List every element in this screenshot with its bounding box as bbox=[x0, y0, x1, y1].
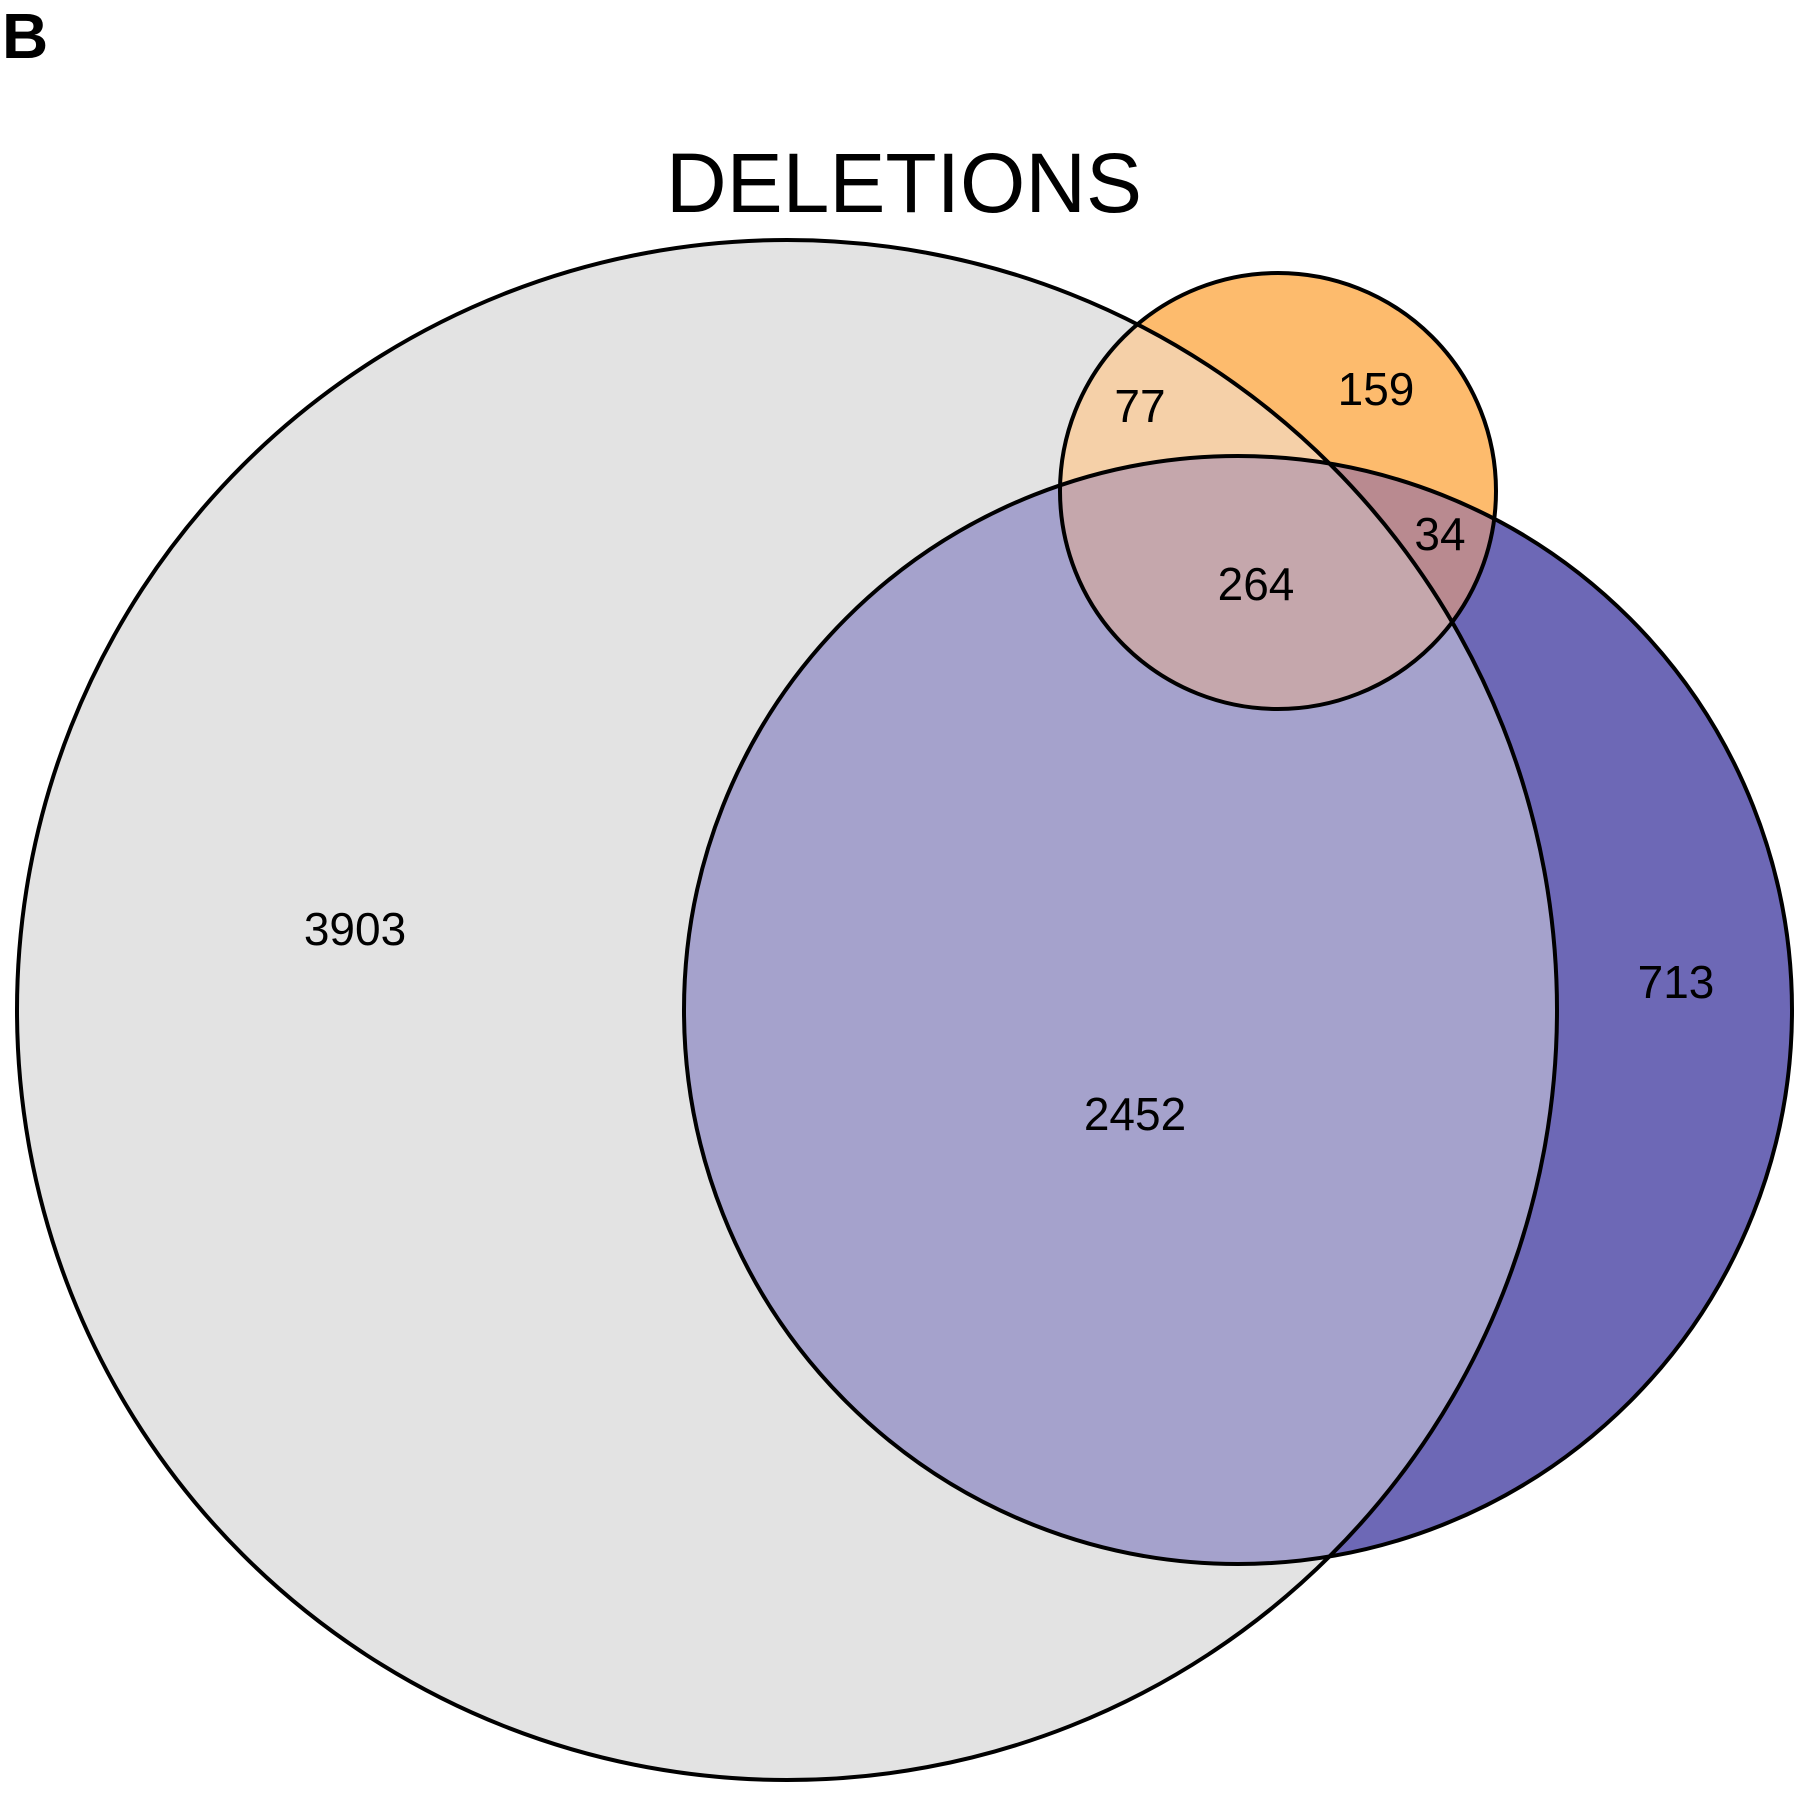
set-a-outline bbox=[15, 238, 1559, 1782]
panel-label: B bbox=[2, 0, 48, 72]
diagram-title: DELETIONS bbox=[666, 136, 1142, 230]
label-b-only: 159 bbox=[1338, 363, 1415, 415]
region-labels: 3903 159 713 77 2452 34 264 bbox=[304, 363, 1715, 1140]
label-a-c: 2452 bbox=[1084, 1088, 1186, 1140]
label-b-c: 34 bbox=[1414, 508, 1465, 560]
set-b-outline bbox=[1058, 271, 1498, 711]
region-a-b-c bbox=[1060, 456, 1496, 709]
set-c-outline bbox=[682, 454, 1794, 1566]
venn-outlines bbox=[15, 238, 1794, 1782]
label-a-b: 77 bbox=[1114, 380, 1165, 432]
label-a-b-c: 264 bbox=[1218, 558, 1295, 610]
label-c-only: 713 bbox=[1638, 956, 1715, 1008]
venn-regions bbox=[17, 240, 1792, 1780]
label-a-only: 3903 bbox=[304, 903, 406, 955]
